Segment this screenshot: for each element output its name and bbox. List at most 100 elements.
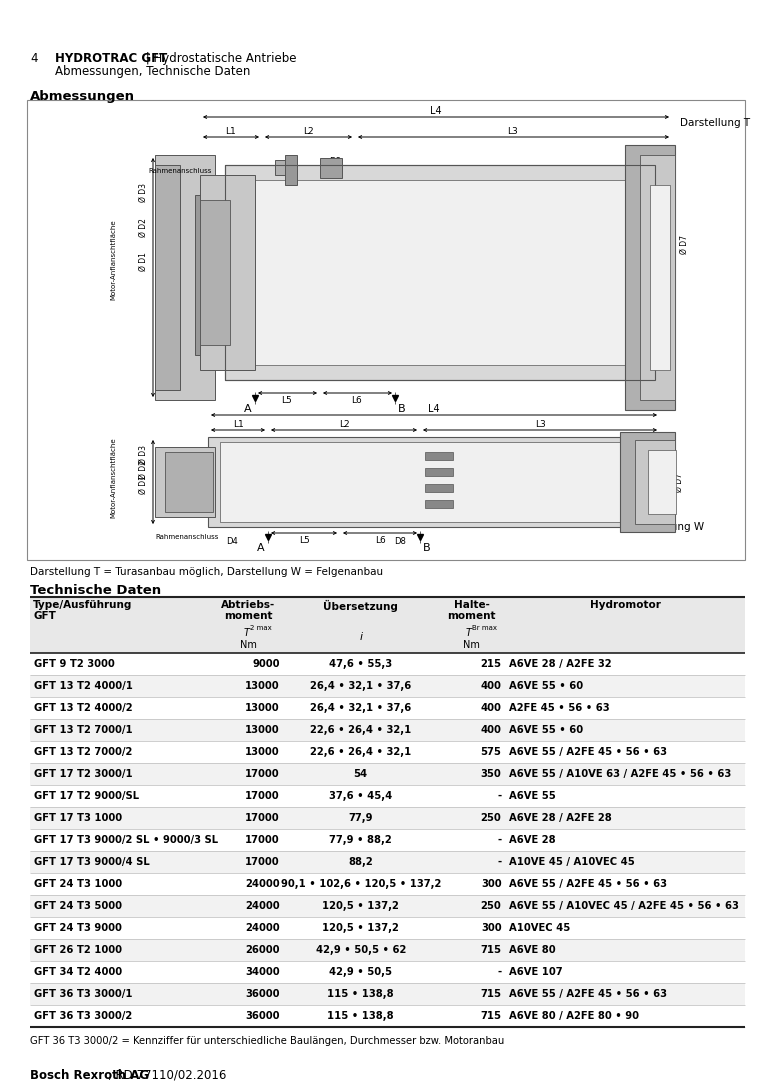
Text: Ø D3: Ø D3	[139, 445, 147, 465]
Text: 300: 300	[481, 879, 501, 889]
Bar	[425, 452, 453, 460]
Text: L6: L6	[375, 536, 386, 546]
Bar	[155, 165, 180, 389]
Text: GFT 13 T2 4000/2: GFT 13 T2 4000/2	[34, 703, 133, 714]
Bar	[30, 983, 745, 1005]
Bar	[250, 180, 640, 365]
Text: 37,6 • 45,4: 37,6 • 45,4	[329, 791, 392, 801]
Text: GFT 24 T3 1000: GFT 24 T3 1000	[34, 879, 122, 889]
Text: 88,2: 88,2	[348, 858, 373, 867]
Text: GFT 17 T3 1000: GFT 17 T3 1000	[34, 813, 122, 823]
Text: GFT 26 T2 1000: GFT 26 T2 1000	[34, 945, 122, 955]
Bar	[225, 165, 655, 380]
Text: Hydromotor: Hydromotor	[590, 600, 661, 610]
Text: L4: L4	[428, 404, 439, 413]
Text: Ø D3: Ø D3	[139, 182, 147, 202]
Text: A6VE 28 / A2FE 28: A6VE 28 / A2FE 28	[510, 813, 612, 823]
Text: 715: 715	[480, 945, 501, 955]
Text: Abmessungen: Abmessungen	[30, 89, 135, 103]
Text: -: -	[497, 791, 501, 801]
Text: 13000: 13000	[245, 703, 280, 714]
Text: 42,9 • 50,5 • 62: 42,9 • 50,5 • 62	[315, 945, 406, 955]
Text: 90,1 • 102,6 • 120,5 • 137,2: 90,1 • 102,6 • 120,5 • 137,2	[281, 879, 441, 889]
Bar	[30, 939, 745, 961]
Bar	[320, 158, 342, 178]
Text: 400: 400	[480, 726, 501, 735]
Bar	[425, 468, 453, 476]
Text: GFT 36 T3 3000/1: GFT 36 T3 3000/1	[34, 990, 133, 999]
Text: Nm: Nm	[240, 640, 257, 650]
Text: D4: D4	[284, 157, 296, 166]
Text: 34000: 34000	[245, 967, 280, 978]
Text: GFT 17 T2 9000/SL: GFT 17 T2 9000/SL	[34, 791, 139, 801]
Text: Ø D1: Ø D1	[139, 476, 147, 494]
Text: 115 • 138,8: 115 • 138,8	[328, 1011, 394, 1021]
Text: 715: 715	[480, 990, 501, 999]
Text: L5: L5	[281, 396, 292, 405]
Bar	[625, 145, 675, 410]
Text: A6VE 80 / A2FE 80 • 90: A6VE 80 / A2FE 80 • 90	[510, 1011, 639, 1021]
Text: Br max: Br max	[472, 625, 497, 631]
Bar	[30, 961, 745, 983]
Text: A6VE 55 / A2FE 45 • 56 • 63: A6VE 55 / A2FE 45 • 56 • 63	[510, 879, 668, 889]
Text: Darstellung T = Turasanbau möglich, Darstellung W = Felgenanbau: Darstellung T = Turasanbau möglich, Dars…	[30, 567, 383, 577]
Text: 215: 215	[480, 659, 501, 669]
Text: moment: moment	[224, 611, 272, 621]
Text: 47,6 • 55,3: 47,6 • 55,3	[329, 659, 392, 669]
Text: Ø D5: Ø D5	[651, 453, 659, 471]
Text: 17000: 17000	[245, 769, 280, 779]
Text: A6VE 55: A6VE 55	[510, 791, 556, 801]
Text: Abtriebs-: Abtriebs-	[221, 600, 275, 610]
Text: 26,4 • 32,1 • 37,6: 26,4 • 32,1 • 37,6	[310, 703, 411, 714]
Text: 77,9: 77,9	[348, 813, 373, 823]
Bar	[200, 200, 230, 345]
Text: Technische Daten: Technische Daten	[30, 584, 161, 597]
Text: Ø D6: Ø D6	[662, 463, 672, 481]
Text: 17000: 17000	[245, 791, 280, 801]
Text: HYDROTRAC GFT: HYDROTRAC GFT	[55, 52, 167, 65]
Text: L4: L4	[430, 106, 442, 116]
Text: B: B	[423, 543, 431, 553]
Bar	[620, 432, 675, 532]
Text: 26000: 26000	[245, 945, 280, 955]
Bar	[30, 807, 745, 829]
Text: A6VE 107: A6VE 107	[510, 967, 563, 978]
Text: 13000: 13000	[245, 681, 280, 691]
Text: B: B	[398, 404, 406, 413]
Text: A6VE 55 / A10VEC 45 / A2FE 45 • 56 • 63: A6VE 55 / A10VEC 45 / A2FE 45 • 56 • 63	[510, 901, 739, 911]
Text: Ø D1: Ø D1	[139, 252, 147, 272]
Text: 2 max: 2 max	[250, 625, 272, 631]
Bar	[30, 873, 745, 895]
Text: D8: D8	[329, 157, 341, 166]
Text: GFT: GFT	[33, 611, 56, 621]
Bar	[425, 500, 453, 508]
Text: 22,6 • 26,4 • 32,1: 22,6 • 26,4 • 32,1	[310, 726, 411, 735]
Text: 115 • 138,8: 115 • 138,8	[328, 990, 394, 999]
Text: L1: L1	[233, 420, 244, 429]
Bar	[285, 155, 297, 185]
Text: -: -	[497, 835, 501, 846]
Text: L6: L6	[352, 396, 362, 405]
Bar	[30, 741, 745, 763]
Text: GFT 24 T3 5000: GFT 24 T3 5000	[34, 901, 122, 911]
Text: Übersetzung: Übersetzung	[323, 600, 398, 612]
Text: 350: 350	[481, 769, 501, 779]
Bar	[155, 155, 215, 400]
Text: A10VE 45 / A10VEC 45: A10VE 45 / A10VEC 45	[510, 858, 635, 867]
Text: Ø D7: Ø D7	[679, 236, 689, 254]
Text: A6VE 55 / A2FE 45 • 56 • 63: A6VE 55 / A2FE 45 • 56 • 63	[510, 747, 668, 757]
Text: | Hydrostatische Antriebe: | Hydrostatische Antriebe	[142, 52, 297, 65]
Text: GFT 36 T3 3000/2: GFT 36 T3 3000/2	[34, 1011, 133, 1021]
Text: 17000: 17000	[245, 858, 280, 867]
Text: 26,4 • 32,1 • 37,6: 26,4 • 32,1 • 37,6	[310, 681, 411, 691]
Text: 400: 400	[480, 681, 501, 691]
Text: i: i	[359, 632, 362, 642]
Text: 120,5 • 137,2: 120,5 • 137,2	[322, 923, 399, 933]
Bar	[30, 763, 745, 786]
Text: Bosch Rexroth AG: Bosch Rexroth AG	[30, 1069, 149, 1082]
Bar	[30, 719, 745, 741]
Text: GFT 17 T3 9000/4 SL: GFT 17 T3 9000/4 SL	[34, 858, 150, 867]
Text: 17000: 17000	[245, 835, 280, 846]
Text: 300: 300	[481, 923, 501, 933]
Bar	[30, 895, 745, 918]
